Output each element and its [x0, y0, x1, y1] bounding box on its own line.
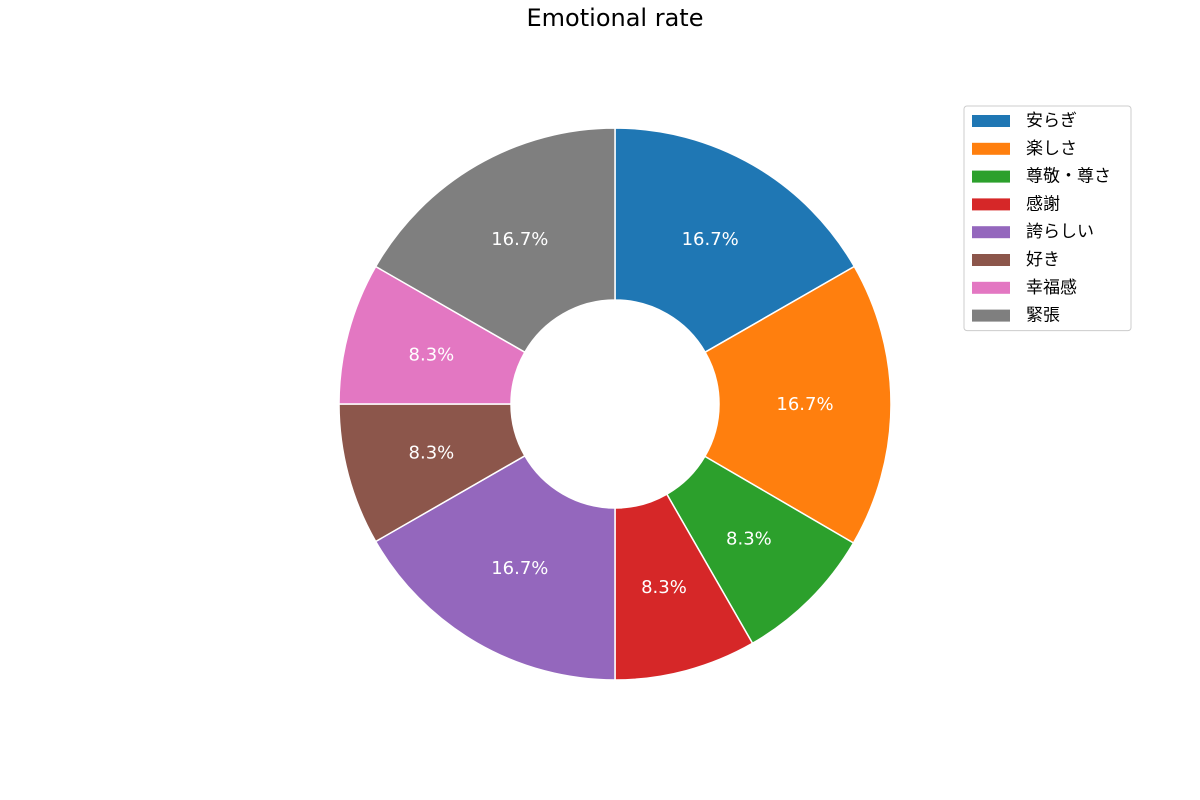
legend-swatch-2 — [972, 170, 1010, 183]
slice-0 — [614, 127, 856, 354]
percentage-labels: 16.7% 16.7% 8.3% 8.3% 16.7% 8.3% 8.3% 16.7% — [409, 229, 834, 598]
pct-label-3: 8.3% — [641, 577, 687, 598]
pct-label-5: 8.3% — [409, 442, 455, 463]
legend-label-7: 緊張 — [1026, 306, 1060, 326]
pct-label-4: 16.7% — [491, 558, 548, 579]
legend-swatch-5 — [972, 254, 1010, 266]
slice-7 — [374, 127, 616, 354]
slice-1 — [703, 265, 892, 545]
legend-label-5: 好き — [1026, 250, 1060, 270]
pct-label-0: 16.7% — [682, 229, 739, 250]
legend-swatch-6 — [972, 281, 1010, 294]
legend-label-0: 安らぎ — [1026, 111, 1077, 131]
pct-label-2: 8.3% — [726, 528, 772, 549]
pct-label-7: 16.7% — [491, 229, 548, 250]
legend-swatch-4 — [972, 226, 1010, 239]
legend-label-2: 尊敬・尊さ — [1026, 167, 1111, 187]
legend-label-3: 感謝 — [1026, 194, 1060, 214]
legend-label-4: 誇らしい — [1026, 222, 1094, 242]
pct-label-6: 8.3% — [409, 345, 455, 366]
legend-box — [963, 105, 1132, 332]
donut-slices — [338, 127, 892, 681]
legend-label-1: 楽しさ — [1026, 139, 1077, 159]
legend-swatch-7 — [972, 309, 1010, 322]
slice-4 — [374, 454, 616, 681]
pct-label-1: 16.7% — [776, 394, 833, 415]
legend-label-6: 幸福感 — [1026, 278, 1077, 298]
legend-swatch-1 — [972, 142, 1010, 155]
legend-swatch-3 — [972, 198, 1010, 211]
chart-title: Emotional rate — [527, 4, 704, 32]
legend-swatch-0 — [972, 115, 1010, 127]
